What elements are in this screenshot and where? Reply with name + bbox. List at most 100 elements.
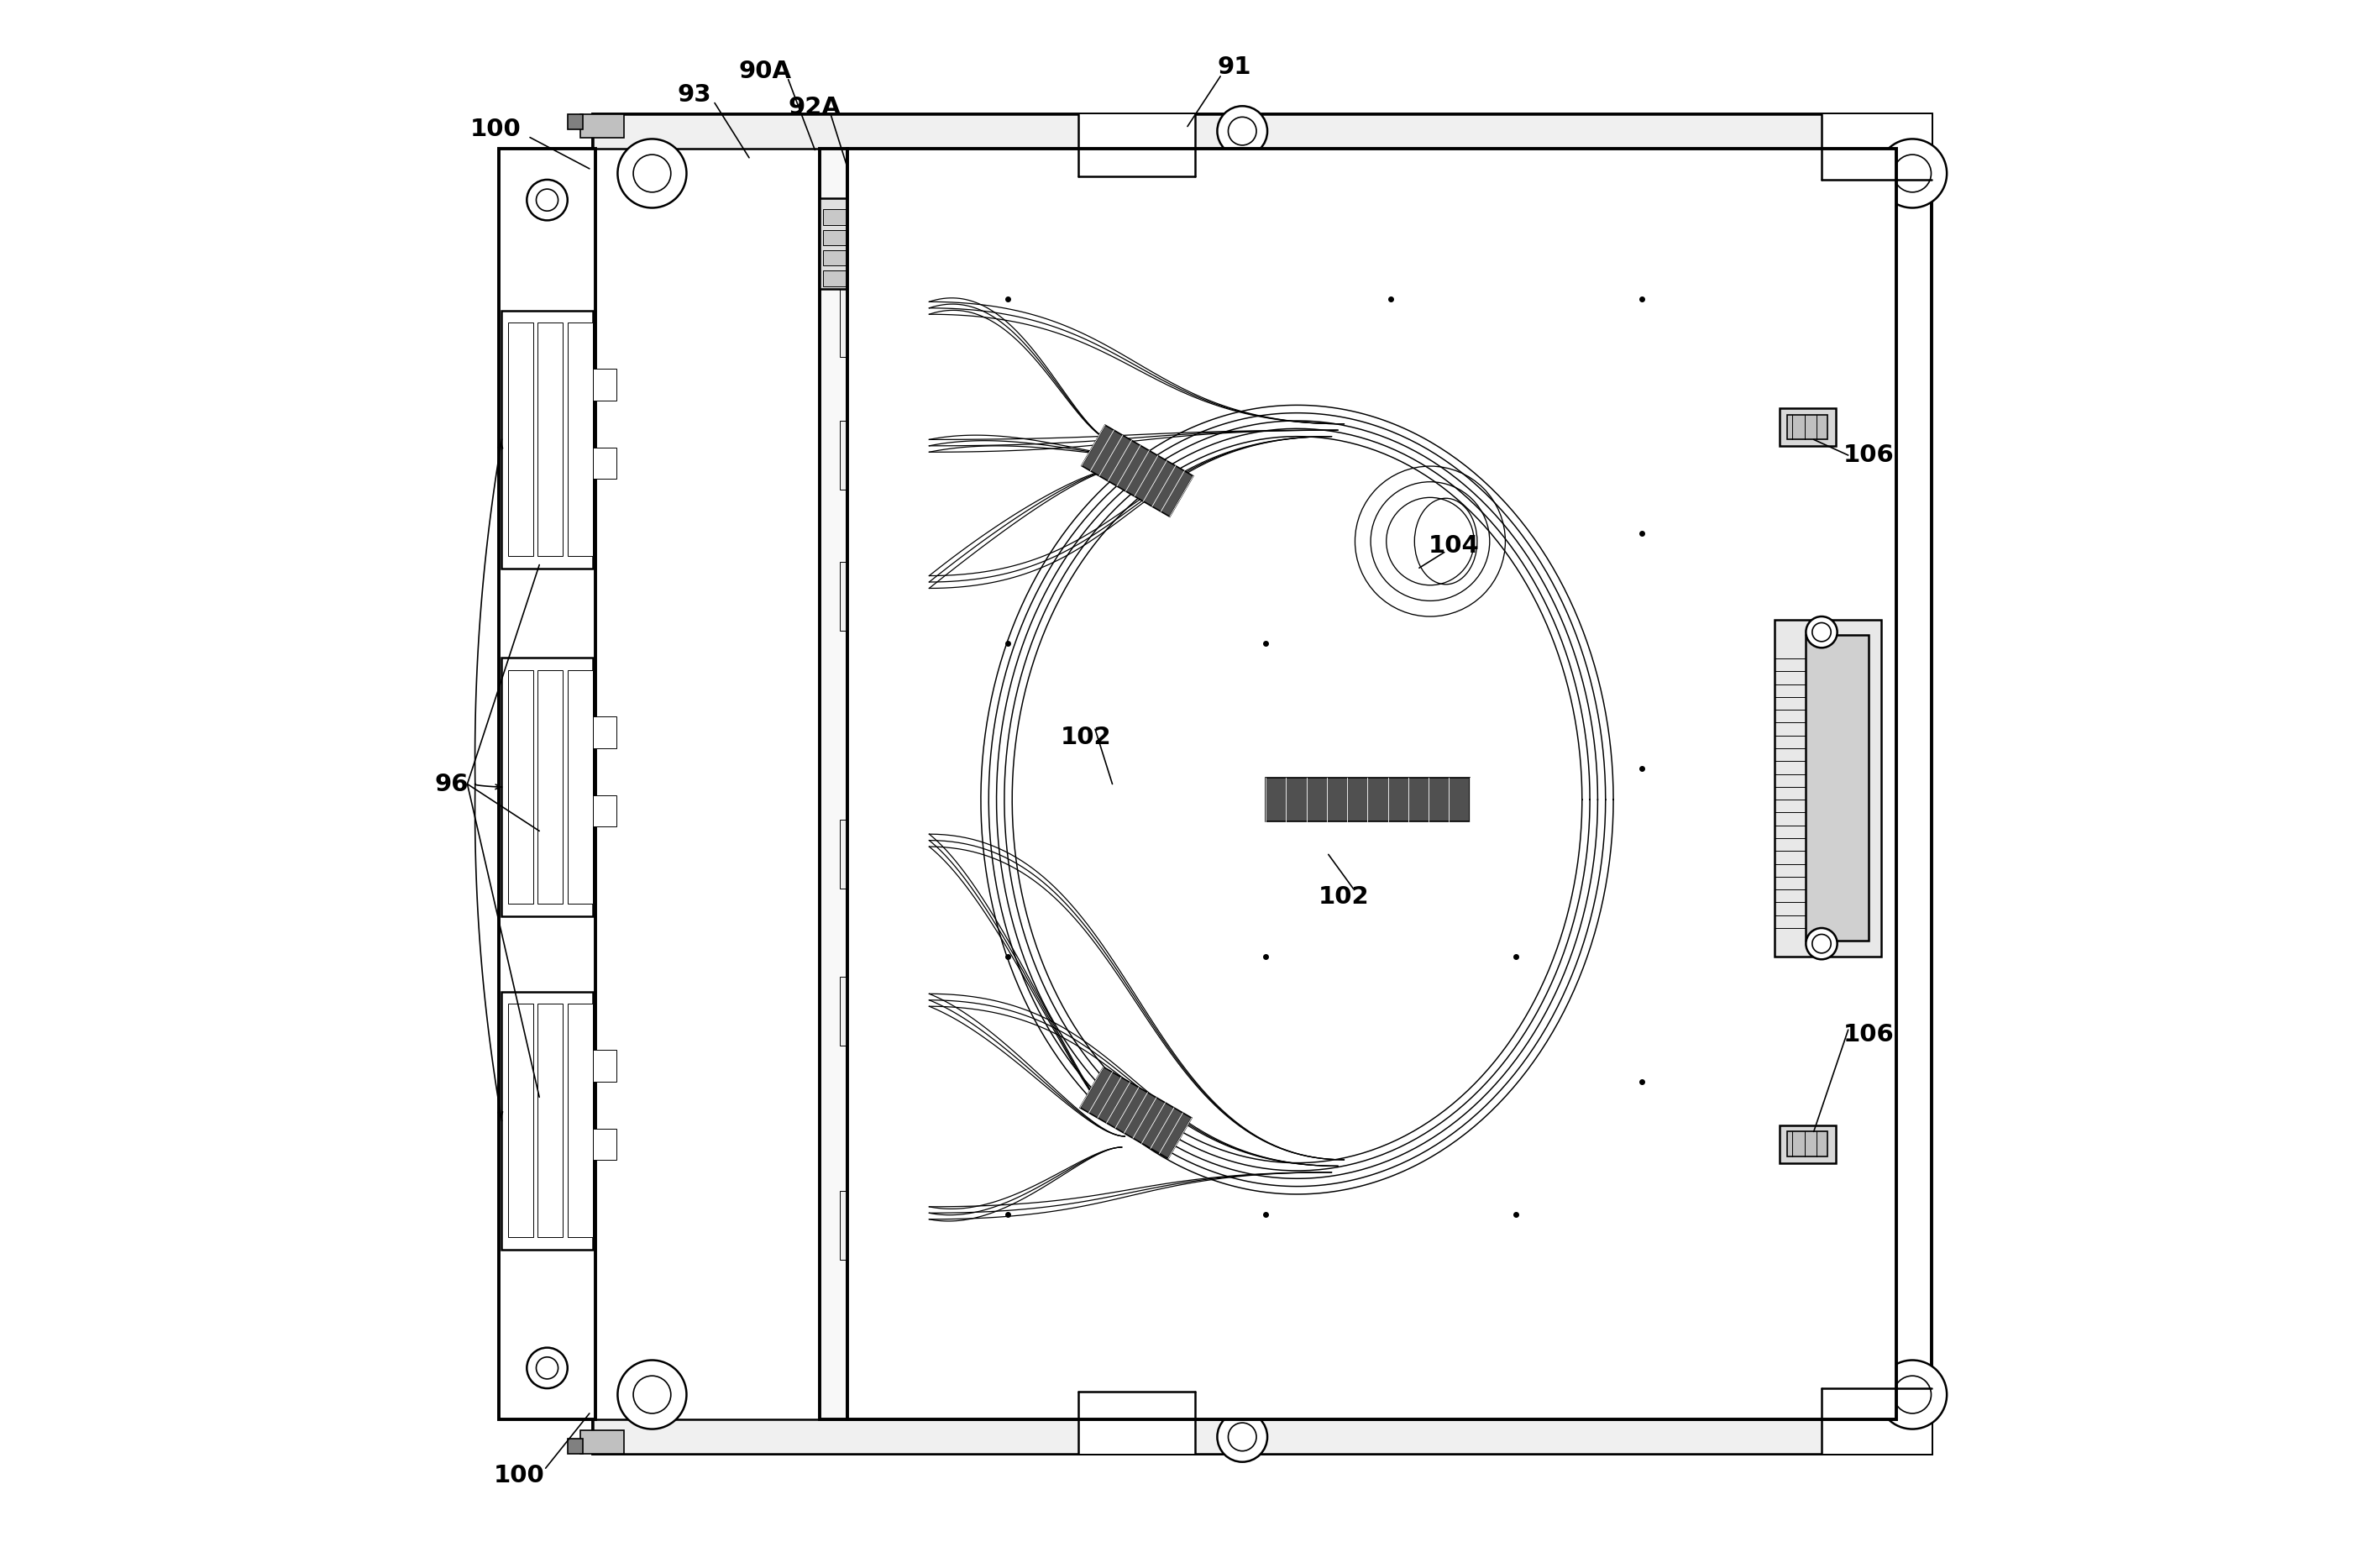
Bar: [594, 1051, 615, 1082]
Bar: [924, 312, 938, 331]
Circle shape: [618, 140, 686, 209]
Bar: [508, 323, 532, 557]
Circle shape: [1812, 622, 1831, 641]
Bar: [822, 230, 874, 246]
Bar: [1078, 1391, 1195, 1454]
Text: 90A: 90A: [739, 60, 791, 83]
Bar: [580, 1430, 625, 1454]
Bar: [568, 1004, 594, 1237]
Bar: [924, 1217, 938, 1236]
Polygon shape: [1266, 778, 1470, 822]
Circle shape: [537, 1356, 558, 1378]
Circle shape: [1805, 616, 1838, 648]
Text: 100: 100: [470, 118, 520, 141]
Bar: [501, 310, 594, 569]
Bar: [895, 836, 924, 873]
Bar: [568, 114, 584, 130]
Bar: [895, 1207, 924, 1245]
Bar: [1822, 114, 1931, 180]
Text: 91: 91: [1218, 55, 1252, 78]
Circle shape: [634, 1375, 670, 1413]
Bar: [895, 577, 924, 615]
Bar: [594, 114, 1931, 149]
Bar: [848, 1198, 895, 1254]
Bar: [848, 568, 895, 624]
Bar: [822, 210, 874, 226]
Circle shape: [527, 180, 568, 221]
Bar: [841, 977, 860, 1046]
Text: 96: 96: [435, 773, 468, 795]
Bar: [848, 426, 895, 483]
Bar: [848, 826, 895, 883]
Bar: [841, 820, 860, 889]
Bar: [841, 1192, 860, 1261]
Circle shape: [1812, 935, 1831, 953]
Bar: [822, 251, 874, 265]
Circle shape: [1228, 1422, 1256, 1450]
Text: 106: 106: [1843, 444, 1893, 467]
Bar: [568, 671, 594, 903]
Text: 93: 93: [677, 83, 712, 107]
Bar: [1822, 1388, 1931, 1454]
Bar: [895, 303, 924, 340]
Bar: [508, 671, 532, 903]
Bar: [1779, 408, 1836, 445]
Text: 102: 102: [1318, 884, 1370, 908]
Bar: [848, 293, 895, 350]
Bar: [594, 368, 615, 400]
Circle shape: [1805, 928, 1838, 960]
Bar: [537, 323, 563, 557]
Bar: [580, 114, 625, 138]
Bar: [508, 1004, 532, 1237]
Circle shape: [634, 155, 670, 193]
Circle shape: [1228, 118, 1256, 146]
Circle shape: [618, 1359, 686, 1428]
Circle shape: [1218, 107, 1268, 157]
Text: 102: 102: [1059, 726, 1112, 750]
Bar: [594, 717, 615, 748]
Bar: [537, 671, 563, 903]
Bar: [924, 845, 938, 864]
Circle shape: [1879, 140, 1948, 209]
Bar: [819, 149, 848, 1419]
Bar: [848, 149, 1898, 1419]
Bar: [568, 323, 594, 557]
Circle shape: [1218, 1411, 1268, 1461]
Text: 100: 100: [494, 1465, 544, 1488]
Bar: [594, 447, 615, 478]
Bar: [1774, 619, 1881, 956]
Bar: [537, 1004, 563, 1237]
Bar: [1786, 1132, 1829, 1157]
Text: 104: 104: [1427, 535, 1480, 558]
Bar: [895, 436, 924, 474]
Bar: [594, 795, 615, 826]
Bar: [594, 1129, 615, 1160]
Bar: [568, 1438, 584, 1454]
Bar: [822, 270, 874, 285]
Bar: [1078, 114, 1195, 177]
Circle shape: [1879, 1359, 1948, 1428]
Bar: [924, 1002, 938, 1021]
Circle shape: [1893, 1375, 1931, 1413]
Circle shape: [537, 190, 558, 212]
Bar: [594, 114, 1931, 1454]
Bar: [848, 983, 895, 1040]
Polygon shape: [1081, 1066, 1192, 1159]
Bar: [841, 561, 860, 630]
Bar: [499, 149, 596, 1419]
Bar: [1805, 635, 1869, 941]
Bar: [924, 586, 938, 605]
Bar: [841, 287, 860, 356]
Bar: [924, 445, 938, 464]
Circle shape: [527, 1347, 568, 1388]
Bar: [594, 1419, 1931, 1454]
Circle shape: [1893, 155, 1931, 193]
Bar: [1786, 414, 1829, 439]
Text: 92A: 92A: [789, 96, 841, 119]
Bar: [501, 991, 594, 1250]
Bar: [841, 420, 860, 489]
Text: 106: 106: [1843, 1022, 1893, 1046]
Bar: [501, 659, 594, 916]
Bar: [1779, 1126, 1836, 1163]
Bar: [819, 199, 879, 289]
